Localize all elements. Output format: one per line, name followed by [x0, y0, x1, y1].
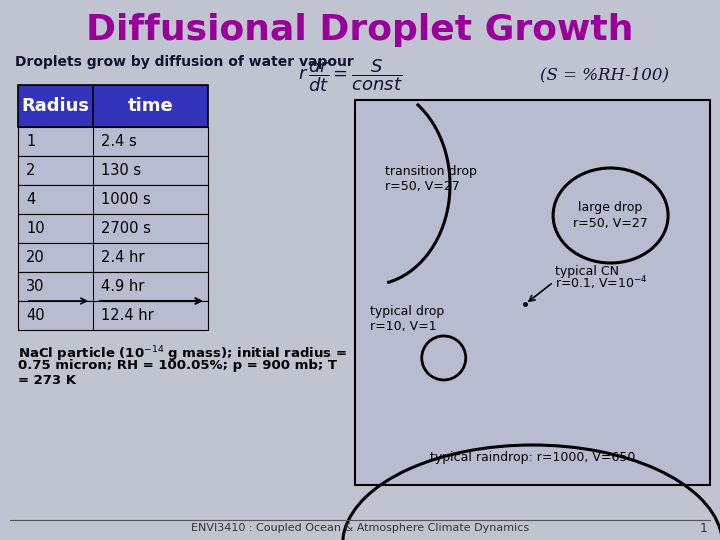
Text: 130 s: 130 s — [101, 163, 141, 178]
Text: 1000 s: 1000 s — [101, 192, 150, 207]
Text: typical drop
r=10, V=1: typical drop r=10, V=1 — [370, 306, 444, 333]
Bar — [355, 100, 710, 485]
Bar — [18, 214, 208, 243]
Text: time: time — [127, 97, 174, 115]
Text: 1: 1 — [26, 134, 35, 149]
Text: 4.9 hr: 4.9 hr — [101, 279, 145, 294]
Text: = 273 K: = 273 K — [18, 374, 76, 387]
Bar — [18, 243, 208, 272]
Text: large drop
r=50, V=27: large drop r=50, V=27 — [573, 201, 648, 229]
Text: r=0.1, V=10$^{-4}$: r=0.1, V=10$^{-4}$ — [555, 274, 648, 292]
Text: (S = %RH-100): (S = %RH-100) — [540, 66, 669, 84]
Text: 2: 2 — [26, 163, 35, 178]
Text: typical CN: typical CN — [555, 265, 619, 278]
Bar — [18, 185, 208, 214]
Text: Diffusional Droplet Growth: Diffusional Droplet Growth — [86, 13, 634, 47]
Text: 30: 30 — [26, 279, 45, 294]
Text: 12.4 hr: 12.4 hr — [101, 308, 154, 323]
Bar — [18, 301, 208, 330]
Text: NaCl particle (10$^{-14}$ g mass); initial radius =: NaCl particle (10$^{-14}$ g mass); initi… — [18, 344, 347, 363]
Text: Droplets grow by diffusion of water vapour: Droplets grow by diffusion of water vapo… — [15, 55, 354, 69]
Text: ENVI3410 : Coupled Ocean & Atmosphere Climate Dynamics: ENVI3410 : Coupled Ocean & Atmosphere Cl… — [191, 523, 529, 533]
Text: transition drop
r=50, V=27: transition drop r=50, V=27 — [385, 165, 477, 193]
Text: $r\,\dfrac{dr}{dt} = \dfrac{S}{const}$: $r\,\dfrac{dr}{dt} = \dfrac{S}{const}$ — [297, 56, 402, 94]
Text: 2.4 hr: 2.4 hr — [101, 250, 145, 265]
Text: 0.75 micron; RH = 100.05%; p = 900 mb; T: 0.75 micron; RH = 100.05%; p = 900 mb; T — [18, 359, 337, 372]
Bar — [18, 272, 208, 301]
Text: Radius: Radius — [22, 97, 89, 115]
Text: 20: 20 — [26, 250, 45, 265]
Bar — [18, 127, 208, 156]
Text: 4: 4 — [26, 192, 35, 207]
Text: 10: 10 — [26, 221, 45, 236]
Bar — [18, 156, 208, 185]
Text: 2700 s: 2700 s — [101, 221, 151, 236]
Text: 40: 40 — [26, 308, 45, 323]
Text: 2.4 s: 2.4 s — [101, 134, 137, 149]
Text: typical raindrop: r=1000, V=650: typical raindrop: r=1000, V=650 — [430, 450, 635, 463]
Bar — [18, 85, 208, 127]
Text: 1: 1 — [700, 522, 708, 535]
